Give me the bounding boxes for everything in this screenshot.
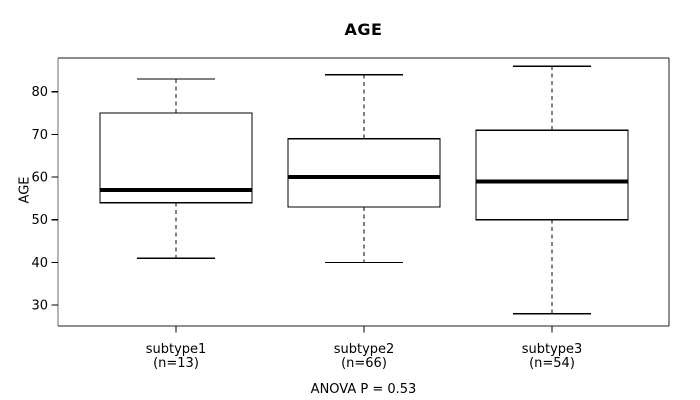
y-tick-label: 70 [31, 128, 48, 143]
iqr-box [475, 129, 629, 221]
anova-p-value-text: ANOVA P = 0.53 [310, 382, 417, 397]
boxplot-group-subtype2: subtype2(n=66) [287, 73, 441, 371]
x-tick-label: subtype3 [522, 342, 583, 357]
x-tick-sublabel: (n=66) [341, 356, 387, 371]
boxplot-group-subtype1: subtype1(n=13) [99, 78, 253, 371]
y-tick-label: 50 [31, 213, 48, 228]
x-tick-sublabel: (n=54) [529, 356, 575, 371]
y-tick-label: 30 [31, 299, 48, 314]
x-tick-label: subtype2 [334, 342, 395, 357]
y-tick-label: 80 [31, 85, 48, 100]
chart-title: AGE [344, 20, 383, 39]
x-tick-sublabel: (n=13) [153, 356, 199, 371]
y-tick-label: 60 [31, 171, 48, 186]
boxplot-group-subtype3: subtype3(n=54) [475, 65, 629, 371]
iqr-box [99, 112, 253, 204]
iqr-box [287, 138, 441, 208]
x-tick-label: subtype1 [146, 342, 207, 357]
y-tick-label: 40 [31, 256, 48, 271]
